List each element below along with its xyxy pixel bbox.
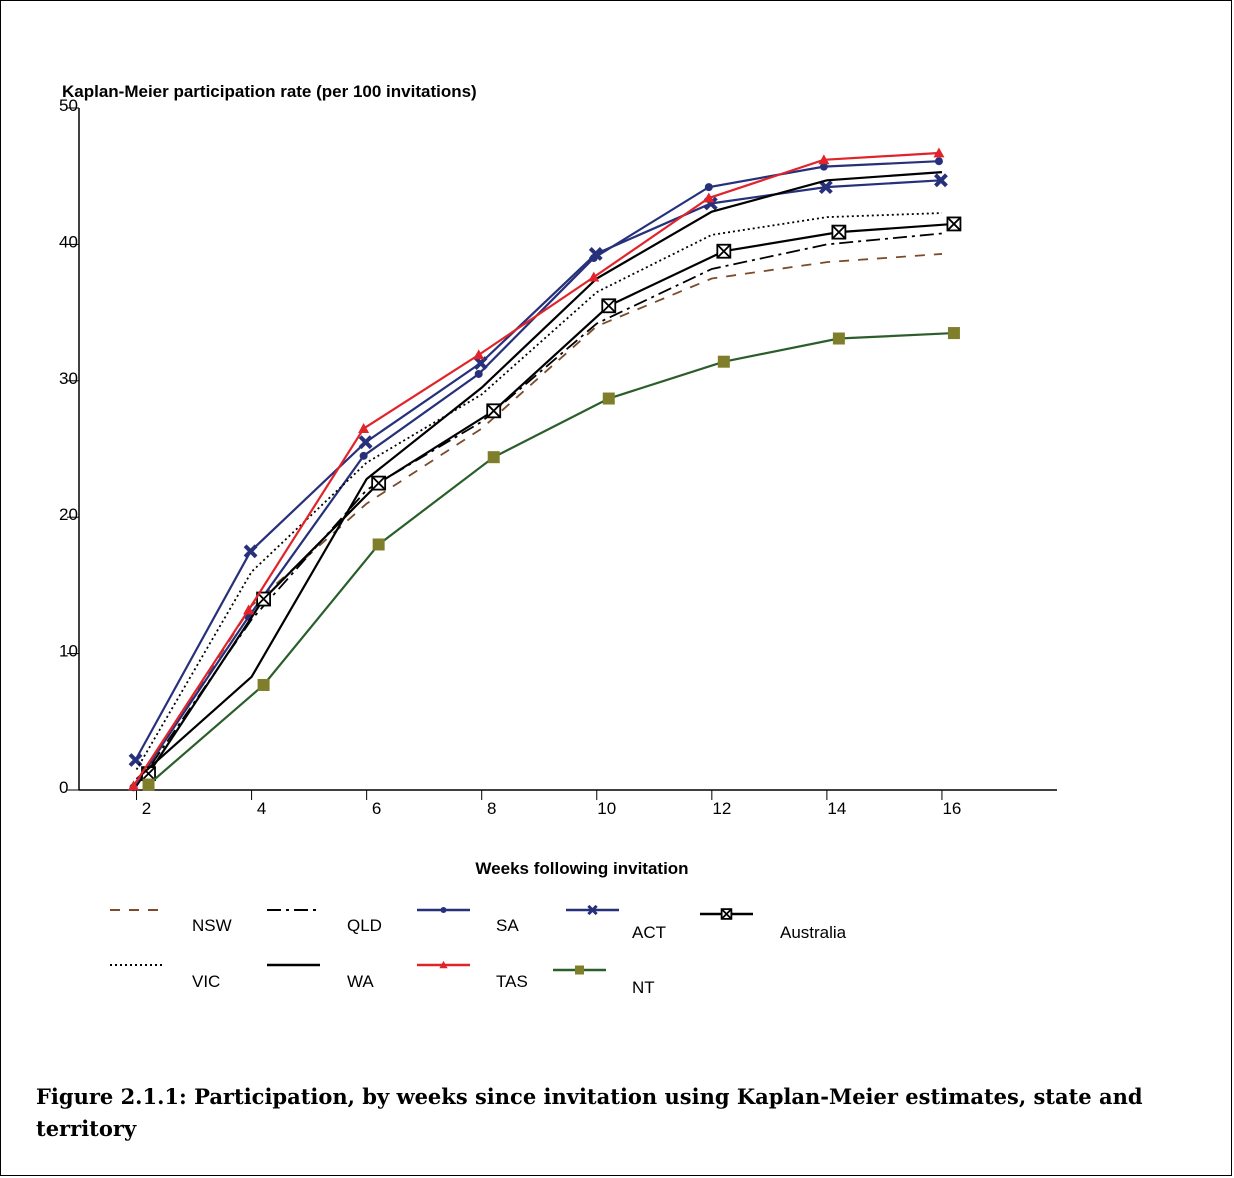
legend-label: SA [496, 916, 519, 935]
series-layer [128, 147, 962, 792]
legend-label: VIC [192, 972, 220, 991]
legend-item-nt: NT [553, 965, 655, 997]
x-tick-label: 16 [942, 799, 961, 818]
series-line [147, 331, 954, 786]
data-point [372, 538, 385, 551]
axes: 0 10 20 30 40 50 2 4 6 8 10 12 14 16 [59, 96, 1057, 818]
series-line [135, 232, 943, 787]
x-tick-label: 6 [372, 799, 381, 818]
data-point [831, 224, 847, 240]
data-point [934, 157, 943, 166]
legend-item-vic: VIC [110, 964, 220, 991]
x-tick-label: 10 [597, 799, 616, 818]
data-point [439, 960, 448, 969]
legend-label: QLD [347, 916, 382, 935]
legend-item-sa: SA [417, 907, 519, 935]
data-point [257, 678, 270, 691]
data-point [720, 908, 733, 920]
series-nsw [135, 253, 943, 787]
legend-item-act: ACT [566, 904, 666, 942]
data-point [588, 271, 600, 282]
legend-item-nsw: NSW [110, 909, 232, 935]
data-point [473, 356, 488, 370]
series-vic [135, 212, 942, 770]
legend: NSW QLD SA ACT Australia VIC WA TAS NT [110, 904, 847, 997]
series-line [147, 222, 955, 775]
legend-item-qld: QLD [267, 909, 382, 935]
x-tick-label: 8 [487, 799, 496, 818]
data-point [819, 162, 828, 171]
series-tas [128, 147, 945, 791]
data-point [359, 451, 368, 460]
data-point [358, 423, 370, 433]
data-point [587, 904, 598, 916]
data-point [601, 298, 616, 313]
data-point [487, 451, 500, 464]
series-line [134, 179, 942, 761]
data-point [934, 173, 948, 188]
series-line [135, 171, 943, 780]
y-tick-label: 50 [59, 96, 78, 115]
x-tick-label: 12 [712, 799, 731, 818]
data-point [832, 332, 845, 345]
data-point [142, 778, 155, 791]
data-point [947, 327, 960, 340]
data-point [358, 435, 373, 450]
legend-item-tas: TAS [417, 960, 528, 991]
legend-label: Australia [780, 923, 847, 942]
data-point [704, 183, 713, 192]
data-point [818, 154, 830, 165]
series-qld [135, 232, 943, 787]
data-point [588, 247, 603, 261]
y-tick-label: 20 [59, 505, 78, 524]
data-point [440, 907, 447, 913]
series-wa [135, 171, 943, 780]
legend-item-australia: Australia [700, 908, 847, 942]
legend-label: WA [347, 972, 374, 991]
data-point [473, 349, 485, 360]
x-axis-label: Weeks following invitation [475, 859, 688, 878]
chart-title: Kaplan-Meier participation rate (per 100… [62, 82, 477, 101]
series-line [135, 212, 942, 770]
data-point [717, 355, 730, 368]
figure-caption: Figure 2.1.1: Participation, by weeks si… [36, 1084, 1143, 1141]
legend-item-wa: WA [267, 963, 374, 991]
x-tick-label: 4 [257, 799, 266, 818]
y-tick-label: 30 [59, 369, 78, 388]
legend-label: TAS [496, 972, 528, 991]
data-point [128, 780, 140, 791]
data-point [243, 544, 258, 559]
data-point [474, 369, 483, 378]
series-line [135, 253, 943, 787]
x-tick-label: 2 [142, 799, 151, 818]
series-nt [142, 327, 960, 791]
x-tick-label: 14 [827, 799, 846, 818]
data-point [716, 244, 731, 259]
data-point [933, 147, 945, 158]
data-point [486, 403, 501, 418]
data-point [602, 392, 615, 405]
legend-label: NT [632, 978, 655, 997]
data-point [575, 965, 584, 975]
y-tick-label: 40 [59, 232, 78, 251]
data-point [818, 180, 833, 195]
data-point [371, 475, 386, 491]
data-point [946, 216, 962, 232]
data-point [243, 604, 255, 615]
y-tick-label: 10 [59, 642, 78, 661]
km-participation-chart: Kaplan-Meier participation rate (per 100… [59, 82, 1057, 997]
legend-label: ACT [632, 923, 666, 942]
y-tick-label: 0 [59, 778, 68, 797]
legend-label: NSW [192, 916, 232, 935]
series-line [132, 151, 940, 787]
data-point [703, 192, 715, 203]
series-act [128, 173, 948, 767]
